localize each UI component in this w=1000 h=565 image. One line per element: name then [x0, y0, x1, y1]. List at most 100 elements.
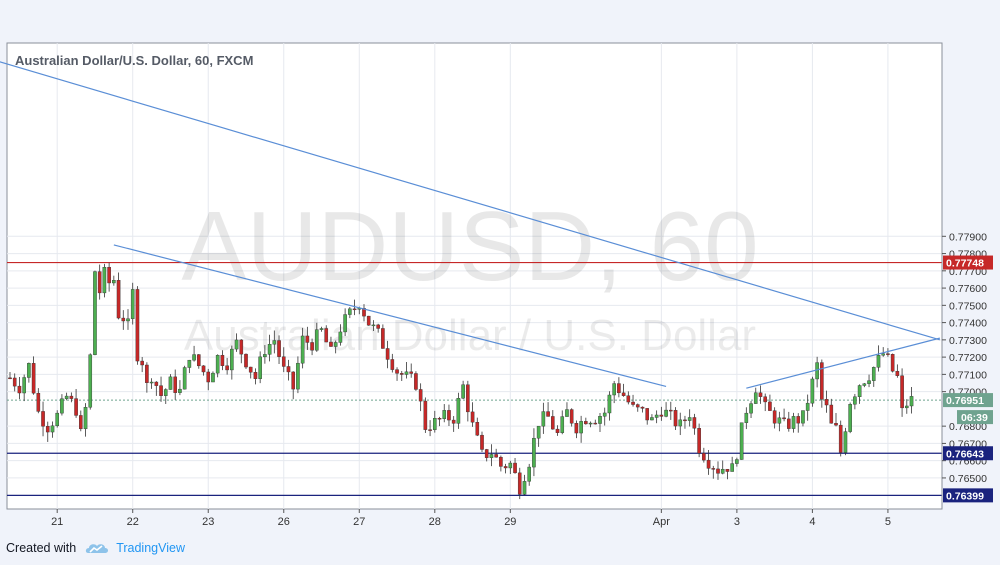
candle-body [664, 409, 668, 417]
candle-body [258, 356, 262, 379]
candle-body [145, 364, 149, 383]
candle-body [536, 425, 541, 439]
candle-body [659, 414, 664, 417]
candle-body [338, 331, 343, 343]
candle-body [546, 411, 550, 417]
candle-body [348, 308, 352, 315]
candle-body [277, 340, 281, 357]
candle-body [248, 366, 253, 373]
price-tick-label: 0.77600 [949, 283, 987, 295]
candle-body [772, 410, 777, 424]
candle-body [399, 373, 404, 375]
candle-body [579, 421, 583, 434]
candle-body [669, 409, 673, 412]
candle-body [239, 339, 244, 355]
candle-body [230, 348, 234, 371]
candle-body [371, 324, 376, 327]
candle-body [154, 381, 159, 386]
candle-body [196, 354, 201, 367]
candle-body [702, 453, 706, 461]
candle-body [107, 267, 111, 284]
candle-body [480, 434, 484, 450]
candle-body [739, 422, 744, 460]
candle-body [149, 381, 154, 384]
candle-body [211, 372, 215, 383]
trendline [0, 61, 941, 341]
candle-body [390, 359, 395, 370]
candle-body [522, 481, 527, 495]
candle-body [55, 412, 59, 427]
candle-body [343, 314, 347, 333]
candle-body [168, 376, 173, 390]
candle-body [163, 389, 168, 396]
level-tag [943, 488, 993, 503]
time-tick-label: Apr [653, 516, 670, 528]
price-tick-label: 0.77900 [949, 231, 987, 243]
candle-body [838, 424, 843, 453]
candle-body [598, 416, 602, 424]
candle-body [395, 369, 399, 374]
candle-body [178, 388, 182, 393]
candle-body [900, 375, 904, 409]
candle-body [27, 363, 31, 378]
candle-body [513, 462, 517, 474]
watermark-symbol: AUDUSD, 60 [181, 191, 758, 301]
candle-body [905, 405, 909, 409]
candle-body [532, 437, 536, 468]
candle-body [83, 407, 88, 430]
candle-body [362, 308, 366, 317]
candle-body [527, 466, 531, 482]
candle-body [45, 426, 50, 433]
candle-body [192, 354, 196, 361]
candle-body [890, 354, 895, 372]
candle-body [645, 408, 649, 421]
time-tick-label: 26 [278, 516, 290, 528]
tradingview-brand[interactable]: TradingView [116, 541, 185, 555]
candle-body [735, 459, 739, 464]
candle-body [121, 317, 126, 322]
candle-body [730, 463, 734, 472]
candle-body [310, 342, 314, 351]
price-axis[interactable]: 0.779000.778000.777000.776000.775000.774… [942, 231, 993, 503]
candle-body [687, 417, 692, 421]
candle-body [551, 416, 555, 430]
candle-body [569, 409, 574, 424]
candle-body [41, 411, 45, 427]
candle-body [220, 354, 225, 366]
candle-body [801, 410, 805, 424]
candle-body [777, 417, 782, 424]
candle-body [215, 354, 220, 374]
candle-body [470, 411, 475, 423]
price-tick-label: 0.76500 [949, 473, 987, 485]
candle-body [272, 340, 277, 345]
trendlines[interactable] [0, 55, 941, 389]
candle-body [466, 384, 470, 413]
countdown-tag [957, 410, 993, 425]
candle-body [315, 329, 319, 351]
candle-body [565, 409, 569, 417]
candle-body [437, 417, 442, 420]
candle-body [782, 417, 786, 420]
candle-body [555, 428, 560, 433]
time-tick-label: 4 [809, 516, 815, 528]
candle-body [433, 417, 437, 430]
candle-body [843, 431, 848, 453]
candle-body [796, 416, 801, 424]
price-tick-label: 0.77200 [949, 352, 987, 364]
candle-body [409, 371, 414, 374]
candle-body [725, 468, 730, 472]
time-tick-label: 22 [127, 516, 139, 528]
candle-body [862, 383, 867, 386]
plot-area[interactable] [6, 42, 943, 510]
candle-body [763, 396, 767, 403]
candle-body [130, 289, 135, 319]
candle-body [414, 373, 418, 390]
chart-title: Australian Dollar/U.S. Dollar, 60, FXCM [15, 53, 253, 68]
time-axis[interactable]: 21 22 23 26 27 28 29 Apr 3 4 5 [51, 509, 891, 528]
candle-body [324, 328, 329, 343]
candle-body [574, 423, 579, 434]
candle-body [626, 395, 631, 403]
candle-body [93, 271, 97, 355]
candle-body [749, 403, 753, 414]
